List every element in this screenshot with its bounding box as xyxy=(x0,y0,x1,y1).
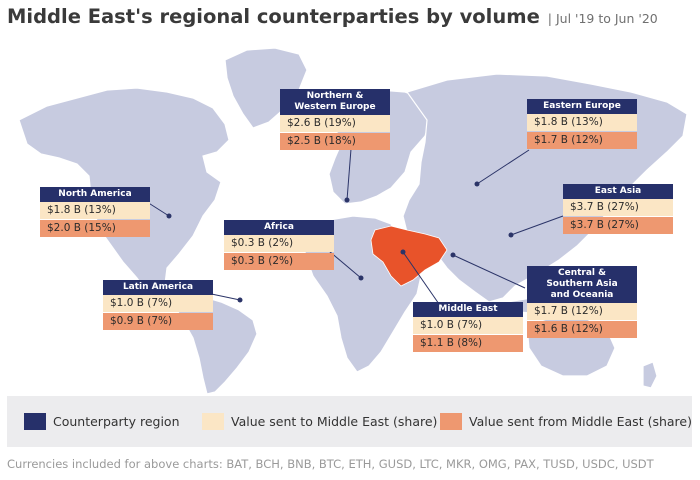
legend-swatch-region xyxy=(24,412,46,430)
leader-line-east-asia xyxy=(510,215,564,236)
region-card-northern-western-europe: Northern & Western Europe $2.6 B (19%) $… xyxy=(280,89,390,150)
value-sent-to: $1.8 B (13%) xyxy=(527,114,637,131)
region-card-eastern-europe: Eastern Europe $1.8 B (13%) $1.7 B (12%) xyxy=(527,99,637,149)
region-card-africa: Africa $0.3 B (2%) $0.3 B (2%) xyxy=(224,220,334,270)
leader-dot-middle-east xyxy=(400,249,406,255)
middle-east-highlight xyxy=(370,225,448,287)
value-sent-to: $2.6 B (19%) xyxy=(280,115,390,132)
region-name: North America xyxy=(40,187,150,202)
value-sent-to: $1.7 B (12%) xyxy=(527,303,637,320)
value-sent-to: $1.0 B (7%) xyxy=(413,317,523,334)
legend-label: Value sent to Middle East (share) xyxy=(231,413,438,429)
value-sent-from: $1.1 B (8%) xyxy=(413,335,523,352)
legend-swatch-from xyxy=(440,412,462,430)
region-name: Africa xyxy=(224,220,334,235)
leader-line-middle-east xyxy=(402,251,440,305)
value-sent-from: $0.9 B (7%) xyxy=(103,313,213,330)
region-card-central-southern-asia-oceania: Central & Southern Asia and Oceania $1.7… xyxy=(527,266,637,338)
leader-dot-africa xyxy=(358,275,364,281)
value-sent-from: $2.0 B (15%) xyxy=(40,220,150,237)
legend-item-value-sent-from: Value sent from Middle East (share) xyxy=(440,412,692,430)
landmass-new-zealand xyxy=(642,361,658,389)
region-name: East Asia xyxy=(563,184,673,199)
leader-line-central-southern-asia xyxy=(452,254,526,289)
region-name: Middle East xyxy=(413,302,523,317)
chart-panel: Northern & Western Europe $2.6 B (19%) $… xyxy=(7,40,692,447)
region-name: Northern & Western Europe xyxy=(280,89,390,115)
region-name: Central & Southern Asia and Oceania xyxy=(527,266,637,303)
value-sent-to: $0.3 B (2%) xyxy=(224,235,334,252)
region-card-middle-east: Middle East $1.0 B (7%) $1.1 B (8%) xyxy=(413,302,523,352)
leader-dot-central-southern-asia xyxy=(450,252,456,258)
leader-dot-latin-america xyxy=(237,297,243,303)
leader-dot-eastern-europe xyxy=(474,181,480,187)
legend-swatch-to xyxy=(202,412,224,430)
value-sent-from: $0.3 B (2%) xyxy=(224,253,334,270)
legend-label: Value sent from Middle East (share) xyxy=(469,413,692,429)
value-sent-from: $3.7 B (27%) xyxy=(563,217,673,234)
title-row: Middle East's regional counterparties by… xyxy=(7,5,658,33)
legend-item-value-sent-to: Value sent to Middle East (share) xyxy=(202,412,438,430)
currencies-footnote: Currencies included for above charts: BA… xyxy=(7,457,654,471)
date-range-subtitle: | Jul '19 to Jun '20 xyxy=(547,11,658,26)
leader-dot-east-asia xyxy=(508,232,514,238)
value-sent-from: $1.6 B (12%) xyxy=(527,321,637,338)
value-sent-from: $1.7 B (12%) xyxy=(527,132,637,149)
region-name: Latin America xyxy=(103,280,213,295)
region-card-north-america: North America $1.8 B (13%) $2.0 B (15%) xyxy=(40,187,150,237)
value-sent-from: $2.5 B (18%) xyxy=(280,133,390,150)
leader-line-eastern-europe xyxy=(476,149,530,185)
legend-label: Counterparty region xyxy=(53,413,180,429)
leader-dot-northern-western-europe xyxy=(344,197,350,203)
legend-item-counterparty-region: Counterparty region xyxy=(24,412,180,430)
value-sent-to: $1.0 B (7%) xyxy=(103,295,213,312)
region-card-east-asia: East Asia $3.7 B (27%) $3.7 B (27%) xyxy=(563,184,673,234)
region-name: Eastern Europe xyxy=(527,99,637,114)
leader-dot-north-america xyxy=(166,213,172,219)
value-sent-to: $3.7 B (27%) xyxy=(563,199,673,216)
legend: Counterparty region Value sent to Middle… xyxy=(7,406,692,436)
world-map: Northern & Western Europe $2.6 B (19%) $… xyxy=(7,40,692,396)
page-title: Middle East's regional counterparties by… xyxy=(7,5,540,28)
leader-line-north-america xyxy=(146,201,170,217)
value-sent-to: $1.8 B (13%) xyxy=(40,202,150,219)
region-card-latin-america: Latin America $1.0 B (7%) $0.9 B (7%) xyxy=(103,280,213,330)
leader-line-northern-western-europe xyxy=(346,148,352,201)
